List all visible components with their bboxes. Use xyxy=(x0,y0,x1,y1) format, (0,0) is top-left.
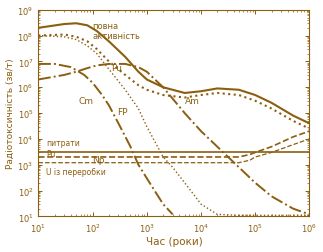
Text: Am: Am xyxy=(185,97,200,106)
Text: Cm: Cm xyxy=(78,97,93,106)
Y-axis label: Радіотоксичність (зв/т): Радіотоксичність (зв/т) xyxy=(5,58,15,169)
Text: питрати
Pu: питрати Pu xyxy=(46,139,80,158)
Text: повна
активність: повна активність xyxy=(93,21,141,41)
X-axis label: Час (роки): Час (роки) xyxy=(146,237,202,246)
Text: Np: Np xyxy=(93,155,105,164)
Text: FP: FP xyxy=(117,107,127,116)
Text: Pu: Pu xyxy=(111,64,122,72)
Text: U із переробки: U із переробки xyxy=(46,167,106,176)
